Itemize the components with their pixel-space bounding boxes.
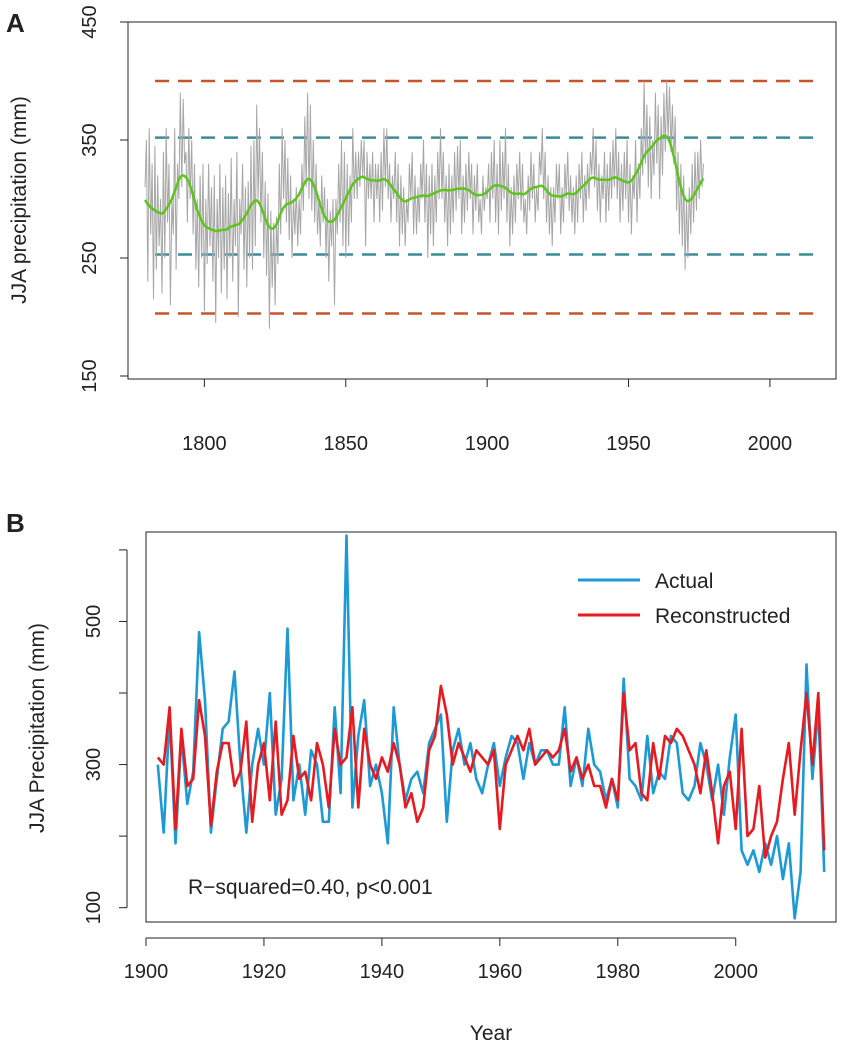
y-tick-label: 500	[83, 605, 105, 638]
x-tick-label: 1900	[124, 961, 169, 983]
x-tick-label: 1900	[465, 433, 510, 455]
x-tick-label: 1980	[596, 961, 641, 983]
panel-a: A 1800 1850 1900 1950 2000 150 250 350 450 JJA …	[6, 5, 837, 455]
x-tick-label: 1950	[606, 433, 651, 455]
panel-b: B 1900 1920 1940 1960 1980 2000 100 300 500 Yea…	[6, 508, 837, 1045]
y-tick-label: 100	[83, 891, 105, 924]
panel-a-y-axis: 150 250 350 450	[79, 5, 128, 393]
smoothed-trend-line	[143, 134, 705, 233]
panel-b-x-axis-label: Year	[470, 1022, 512, 1045]
panel-b-legend: Actual Reconstructed	[578, 570, 790, 628]
panel-b-y-axis-label: JJA Precipitation (mm)	[26, 623, 49, 833]
panel-a-label: A	[6, 8, 25, 38]
panel-b-y-axis: 100 300 500	[83, 549, 128, 924]
y-tick-label: 150	[79, 359, 101, 392]
x-tick-label: 1800	[182, 433, 227, 455]
panel-b-frame	[145, 531, 837, 923]
panel-b-label: B	[6, 508, 25, 538]
x-tick-label: 1850	[324, 433, 369, 455]
annual-precipitation-line	[144, 80, 704, 329]
r-squared-annotation: R−squared=0.40, p<0.001	[188, 876, 433, 899]
panel-a-reference-lines	[155, 79, 816, 315]
x-tick-label: 1960	[478, 961, 523, 983]
panel-a-frame	[127, 21, 837, 380]
x-tick-label: 1920	[242, 961, 287, 983]
panel-a-y-axis-label: JJA precipitation (mm)	[8, 96, 31, 304]
x-tick-label: 2000	[748, 433, 793, 455]
panel-b-series	[156, 534, 826, 920]
panel-b-x-axis: 1900 1920 1940 1960 1980 2000	[124, 937, 758, 983]
y-tick-label: 450	[79, 5, 101, 38]
y-tick-label: 350	[79, 123, 101, 156]
series-line-actual	[156, 534, 826, 920]
legend-label-reconstructed: Reconstructed	[655, 605, 790, 628]
legend-label-actual: Actual	[655, 570, 713, 593]
series-line-reconstructed	[156, 684, 826, 859]
panel-a-x-axis: 1800 1850 1900 1950 2000	[182, 379, 792, 455]
y-tick-label: 250	[79, 241, 101, 274]
x-tick-label: 2000	[713, 961, 758, 983]
panel-a-series	[143, 80, 705, 329]
y-tick-label: 300	[83, 748, 105, 781]
x-tick-label: 1940	[360, 961, 405, 983]
